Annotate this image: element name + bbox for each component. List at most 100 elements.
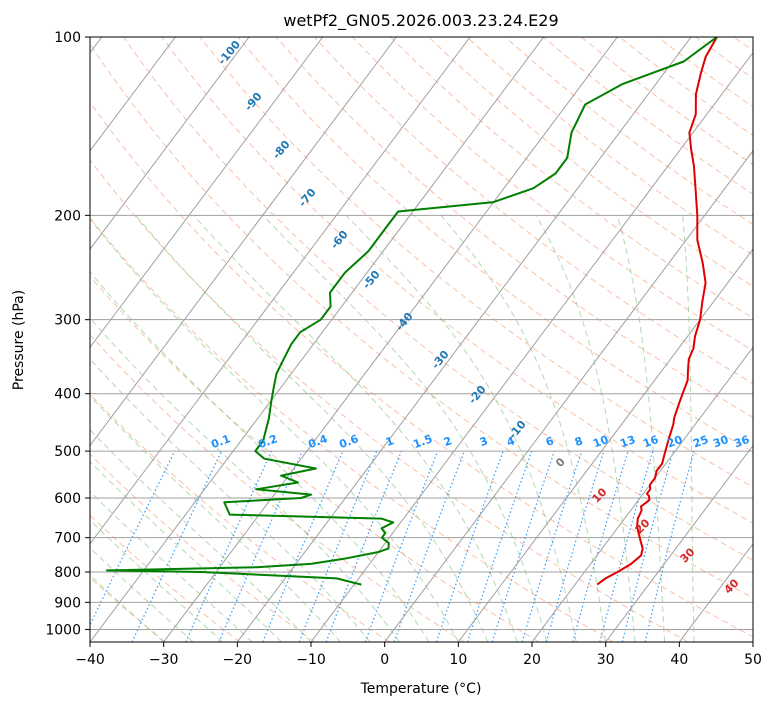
isotherm-label: -60: [328, 228, 351, 252]
x-axis-label: Temperature (°C): [360, 681, 482, 697]
dry-adiabat: [390, 37, 753, 319]
dry-adiabat: [275, 37, 753, 418]
mixing-ratio-label: 3: [478, 434, 490, 449]
mixing-ratio-line: [521, 450, 583, 642]
mixing-ratio-line: [262, 450, 344, 642]
x-tick-label: 30: [597, 652, 615, 668]
dry-adiabat: [352, 37, 753, 352]
moist-adiabat: [90, 218, 459, 642]
mixing-ratio-line: [90, 450, 176, 627]
dry-adiabat: [90, 275, 540, 642]
moist-adiabat: [90, 317, 400, 642]
mixing-ratio-label: 0.1: [209, 432, 232, 451]
dry-adiabat: [581, 37, 753, 166]
moist-adiabat-label: 20: [633, 516, 653, 536]
moist-adiabat: [90, 490, 253, 642]
moist-adiabat: [90, 460, 282, 642]
mixing-ratio-line: [621, 450, 674, 642]
y-tick-label: 800: [54, 565, 81, 581]
isotherm-line: [752, 641, 753, 642]
moist-adiabat: [682, 215, 695, 642]
isotherm-line: [90, 37, 471, 545]
y-tick-label: 500: [54, 444, 81, 460]
dry-adiabat: [90, 159, 689, 642]
dry-adiabat: [90, 217, 614, 642]
series-layer: [105, 37, 718, 586]
mixing-ratio-line: [491, 450, 555, 642]
dry-adiabat: [313, 37, 753, 385]
dry-adiabat: [90, 453, 315, 642]
dry-adiabat: [90, 393, 390, 642]
isotherm-label: -20: [466, 383, 489, 407]
mixing-ratio-line: [466, 450, 533, 642]
isotherm-line: [90, 37, 176, 152]
y-tick-label: 300: [54, 313, 81, 329]
x-tick-label: −20: [223, 652, 253, 668]
mixing-ratio-label: 20: [665, 433, 684, 451]
dry-adiabat: [161, 37, 753, 524]
dry-adiabat: [90, 577, 166, 642]
mixing-ratio-label: 16: [641, 433, 660, 451]
chart-title: wetPf2_GN05.2026.003.23.24.E29: [283, 11, 558, 31]
moist-adiabat-label: 0: [553, 455, 568, 470]
dry-adiabat: [90, 101, 753, 638]
moist-adiabat: [90, 271, 430, 642]
dry-adiabat: [90, 334, 465, 642]
y-tick-label: 400: [54, 387, 81, 403]
mixing-ratio-label: 13: [618, 433, 637, 450]
moist-adiabat: [616, 215, 666, 642]
mixing-ratio-line: [599, 450, 654, 642]
x-tick-label: 20: [523, 652, 541, 668]
x-tick-label: 10: [449, 652, 467, 668]
isotherm-line: [605, 444, 753, 642]
dry-adiabat: [504, 37, 753, 226]
isotherm-line: [90, 37, 545, 642]
isotherm-line: [531, 346, 753, 642]
y-tick-label: 100: [54, 30, 81, 46]
isotherm-line: [90, 37, 397, 447]
y-tick-label: 600: [54, 491, 81, 507]
isotherm-line: [90, 37, 324, 349]
isotherm-line: [236, 37, 692, 642]
mixing-ratio-line: [325, 450, 403, 642]
mixing-ratio-line: [364, 450, 439, 642]
isotherm-label: -80: [270, 138, 293, 162]
y-tick-label: 200: [54, 208, 81, 224]
moist-adiabat-label: 30: [678, 545, 698, 565]
isotherm-line: [90, 37, 250, 250]
mixing-ratio-line: [131, 450, 223, 642]
mixing-ratio-line: [218, 450, 303, 642]
y-tick-label: 900: [54, 595, 81, 611]
isotherm-line: [163, 37, 618, 642]
grid-layer: [90, 37, 753, 642]
isotherm-line: [457, 248, 753, 642]
mixing-ratio-line: [545, 450, 605, 642]
mixing-ratio-label: 25: [691, 433, 710, 450]
dry-adiabat: [90, 514, 241, 642]
plot-frame: [89, 36, 754, 643]
mixing-ratio-label: 2: [442, 434, 454, 449]
dry-adiabat: [657, 37, 753, 108]
y-tick-label: 700: [54, 531, 81, 547]
moist-adiabat: [90, 429, 312, 642]
temperature-line: [596, 37, 718, 586]
y-axis-label: Pressure (hPa): [11, 290, 27, 390]
x-tick-label: −40: [75, 652, 105, 668]
moist-adiabat: [345, 214, 577, 642]
isotherm-label: -90: [242, 90, 265, 114]
moist-adiabat: [535, 215, 636, 642]
isotherm-line: [384, 150, 753, 642]
mixing-ratio-label: 36: [732, 433, 751, 451]
isotherm-label: -70: [296, 186, 319, 210]
moist-adiabat: [90, 574, 165, 642]
x-tick-label: −30: [149, 652, 179, 668]
x-tick-label: 50: [744, 652, 762, 668]
mixing-ratio-line: [435, 450, 504, 642]
mixing-ratio-label: 0.2: [256, 432, 279, 451]
mixing-ratio-label: 1: [384, 434, 396, 449]
moist-adiabat: [90, 395, 341, 642]
mixing-ratio-label: 10: [591, 433, 610, 451]
dry-adiabat: [733, 37, 753, 52]
isotherm-label: -30: [429, 348, 452, 372]
